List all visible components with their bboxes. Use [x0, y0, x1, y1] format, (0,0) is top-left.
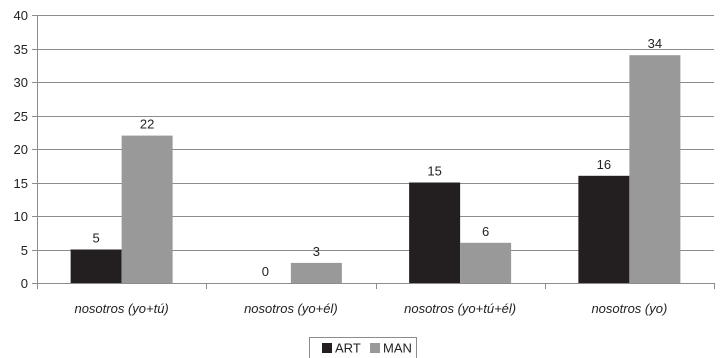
x-axis: nosotros (yo+tú) nosotros (yo+él) nosotros…	[37, 283, 715, 316]
bar-art	[409, 182, 461, 283]
y-tick-label: 5	[21, 243, 28, 258]
y-tick-label: 40	[14, 8, 28, 23]
legend: ART MAN	[309, 337, 417, 358]
y-tick-label: 30	[14, 75, 28, 90]
data-label: 22	[140, 117, 154, 132]
x-category-label: nosotros (yo+él)	[244, 301, 338, 316]
y-tick-label: 15	[14, 176, 28, 191]
y-tick-label: 25	[14, 109, 28, 124]
legend-swatch-art	[322, 343, 332, 353]
y-tick-label: 35	[14, 42, 28, 57]
bar-man	[629, 55, 681, 284]
data-labels: 5 22 0 3 15 6 16 34	[93, 36, 663, 279]
legend-box	[309, 337, 417, 358]
x-category-label: nosotros (yo+tú+él)	[404, 301, 516, 316]
legend-label-art: ART	[335, 341, 361, 356]
x-category-label: nosotros (yo+tú)	[74, 301, 168, 316]
bar-art	[70, 249, 122, 283]
bars	[70, 55, 681, 284]
y-tick-label: 10	[14, 209, 28, 224]
x-category-label: nosotros (yo)	[591, 301, 667, 316]
data-label: 6	[482, 224, 489, 239]
bar-man	[290, 262, 342, 283]
data-label: 3	[313, 244, 320, 259]
data-label: 0	[262, 264, 269, 279]
bar-man	[121, 135, 173, 283]
data-label: 5	[93, 231, 100, 246]
bar-art	[578, 175, 630, 283]
y-axis: 0 5 10 15 20 25 30 35 40	[14, 8, 38, 291]
legend-label-man: MAN	[383, 341, 412, 356]
data-label: 16	[597, 157, 611, 172]
y-tick-label: 20	[14, 142, 28, 157]
data-label: 34	[648, 36, 662, 51]
y-tick-label: 0	[21, 276, 28, 291]
data-label: 15	[427, 164, 441, 179]
legend-swatch-man	[370, 343, 380, 353]
bar-man	[460, 242, 512, 283]
